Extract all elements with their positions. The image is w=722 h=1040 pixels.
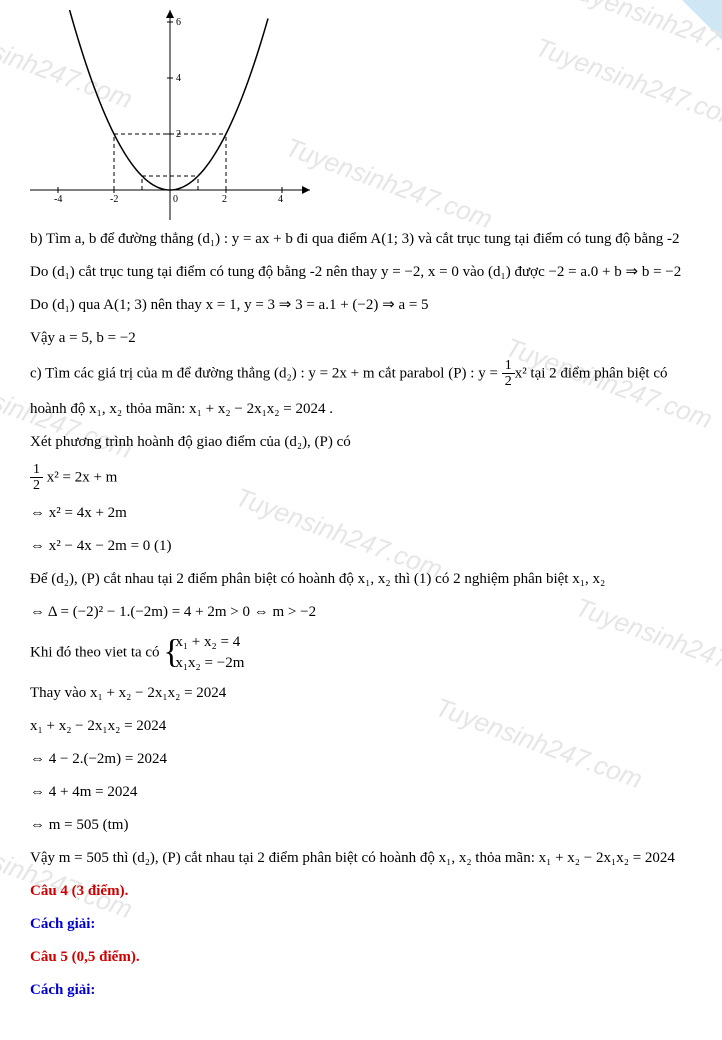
part-b-step1: Do (d₁) cắt trục tung tại điểm có tung đ… [30,259,702,286]
fraction-half: 12 [502,358,515,390]
text: x² tại 2 điểm phân biệt có [515,365,668,381]
part-c-vay: Vậy m = 505 thì (d₂), (P) cắt nhau tại 2… [30,845,702,872]
numerator: 1 [502,358,515,374]
cach-giai-2: Cách giải: [30,977,702,1004]
text: Khi đó theo viet ta có [30,644,163,660]
part-c-condition: hoành độ x₁, x₂ thỏa mãn: x₁ + x₂ − 2x₁x… [30,396,702,423]
part-c-delta: ⇔ Δ = (−2)² − 1.(−2m) = 4 + 2m > 0 ⇔ m >… [30,599,702,626]
viet-system: x₁ + x₂ = 4 x₁x₂ = −2m [163,632,244,674]
text: c) Tìm các giá trị của m để đường thẳng … [30,365,502,381]
part-c-eq1: 12 x² = 2x + m [30,462,702,494]
part-b-result: Vậy a = 5, b = −2 [30,325,702,352]
fraction-half: 12 [30,462,43,494]
part-c-s1: x₁ + x₂ − 2x₁x₂ = 2024 [30,713,702,740]
part-c-intro: c) Tìm các giá trị của m để đường thẳng … [30,358,702,390]
svg-text:0: 0 [173,194,178,205]
text: x² = 2x + m [47,469,118,485]
denominator: 2 [30,478,43,493]
svg-text:-2: -2 [110,194,118,205]
svg-text:4: 4 [278,194,283,205]
cau4-heading: Câu 4 (3 điểm). [30,878,702,905]
svg-text:-4: -4 [54,194,62,205]
text: Do (d₁) cắt trục tung tại điểm có tung đ… [30,264,381,280]
cach-giai-1: Cách giải: [30,911,702,938]
svg-text:6: 6 [176,17,181,28]
viet-row2: x₁x₂ = −2m [175,653,244,674]
viet-row1: x₁ + x₂ = 4 [175,632,244,653]
part-c-thay: Thay vào x₁ + x₂ − 2x₁x₂ = 2024 [30,680,702,707]
numerator: 1 [30,462,43,478]
cau5-heading: Câu 5 (0,5 điểm). [30,944,702,971]
part-c-s3: ⇔ 4 + 4m = 2024 [30,779,702,806]
parabola-graph: -4-2024246 [30,10,310,220]
part-c-eq2: ⇔ x² = 4x + 2m [30,500,702,527]
svg-text:2: 2 [222,194,227,205]
denominator: 2 [502,374,515,389]
part-b-intro: b) Tìm a, b để đường thẳng (d₁) : y = ax… [30,226,702,253]
part-b-step2: Do (d₁) qua A(1; 3) nên thay x = 1, y = … [30,292,702,319]
part-c-viet: Khi đó theo viet ta có x₁ + x₂ = 4 x₁x₂ … [30,632,702,674]
part-c-s4: ⇔ m = 505 (tm) [30,812,702,839]
text: y = −2, x = 0 [381,264,459,280]
part-c-eq3: ⇔ x² − 4x − 2m = 0 (1) [30,533,702,560]
part-c-de: Để (d₂), (P) cắt nhau tại 2 điểm phân bi… [30,566,702,593]
text: vào (d₁) được −2 = a.0 + b ⇒ b = −2 [459,264,681,280]
part-c-xet: Xét phương trình hoành độ giao điểm của … [30,429,702,456]
svg-text:4: 4 [176,73,181,84]
part-c-s2: ⇔ 4 − 2.(−2m) = 2024 [30,746,702,773]
